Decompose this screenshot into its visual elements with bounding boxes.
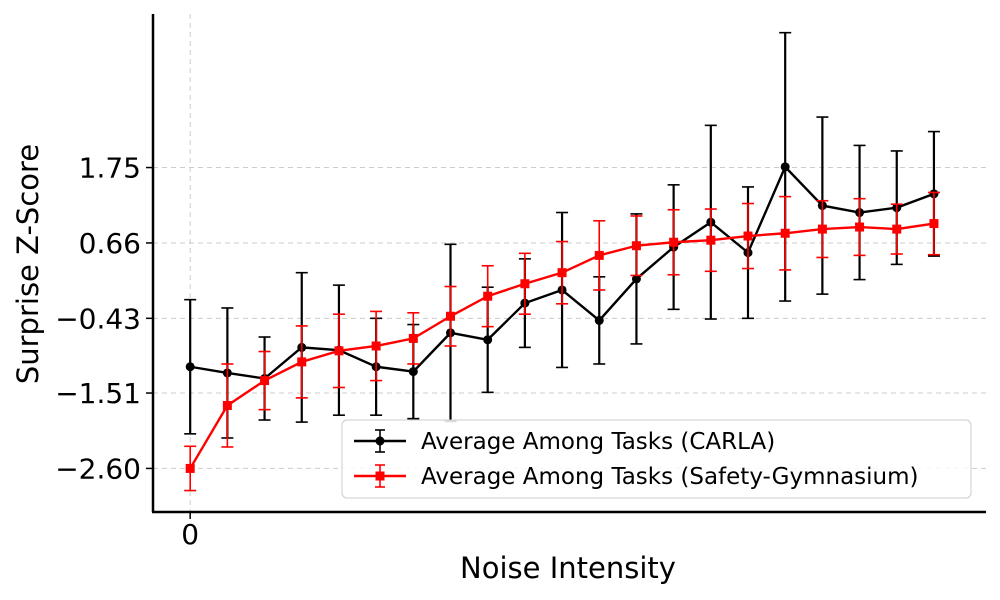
legend-box — [341, 419, 972, 499]
y-tick-label: 0.66 — [79, 227, 141, 260]
legend: Average Among Tasks (CARLA) Average Among… — [341, 419, 972, 499]
data-point-safety-gymnasium — [929, 219, 939, 229]
legend-label-safety-gymnasium: Average Among Tasks (Safety-Gymnasium) — [421, 464, 919, 490]
legend-label-carla: Average Among Tasks (CARLA) — [421, 429, 775, 455]
data-point-safety-gymnasium — [371, 341, 381, 351]
data-point-carla — [780, 162, 790, 172]
data-point-carla — [185, 362, 195, 372]
legend-marker-safety-gymnasium — [375, 471, 385, 481]
data-point-carla — [594, 315, 604, 325]
data-point-safety-gymnasium — [520, 279, 530, 289]
data-point-safety-gymnasium — [334, 346, 344, 356]
data-point-carla — [408, 367, 418, 377]
legend-marker-carla — [375, 436, 385, 446]
data-point-carla — [483, 335, 493, 345]
data-point-safety-gymnasium — [743, 231, 753, 241]
data-point-safety-gymnasium — [446, 311, 455, 321]
data-point-safety-gymnasium — [185, 463, 195, 473]
data-point-safety-gymnasium — [408, 333, 418, 343]
y-tick-label: −2.60 — [55, 452, 141, 485]
data-point-safety-gymnasium — [557, 268, 567, 278]
data-point-safety-gymnasium — [260, 376, 270, 386]
data-point-safety-gymnasium — [297, 357, 307, 367]
data-point-safety-gymnasium — [594, 250, 604, 260]
ticks: 1.75 0.66 −0.43 −1.51 −2.60 0 — [55, 152, 199, 551]
x-axis-title: Noise Intensity — [460, 551, 676, 585]
y-tick-label: −1.51 — [55, 377, 141, 410]
y-tick-label: 1.75 — [79, 152, 141, 185]
data-point-safety-gymnasium — [706, 235, 716, 245]
data-point-carla — [631, 274, 641, 284]
data-point-safety-gymnasium — [780, 228, 790, 238]
data-point-safety-gymnasium — [892, 224, 902, 234]
series-layer — [184, 31, 940, 492]
data-point-safety-gymnasium — [817, 224, 827, 234]
data-point-safety-gymnasium — [483, 291, 493, 301]
series-safety-gymnasium — [184, 191, 940, 492]
y-tick-label: −0.43 — [55, 302, 141, 335]
data-point-safety-gymnasium — [222, 400, 232, 410]
data-point-safety-gymnasium — [855, 222, 865, 232]
data-point-safety-gymnasium — [631, 241, 641, 251]
y-axis-title: Surprise Z-Score — [11, 144, 45, 384]
data-point-safety-gymnasium — [669, 237, 679, 247]
series-carla — [184, 31, 940, 439]
x-tick-label: 0 — [181, 518, 199, 551]
